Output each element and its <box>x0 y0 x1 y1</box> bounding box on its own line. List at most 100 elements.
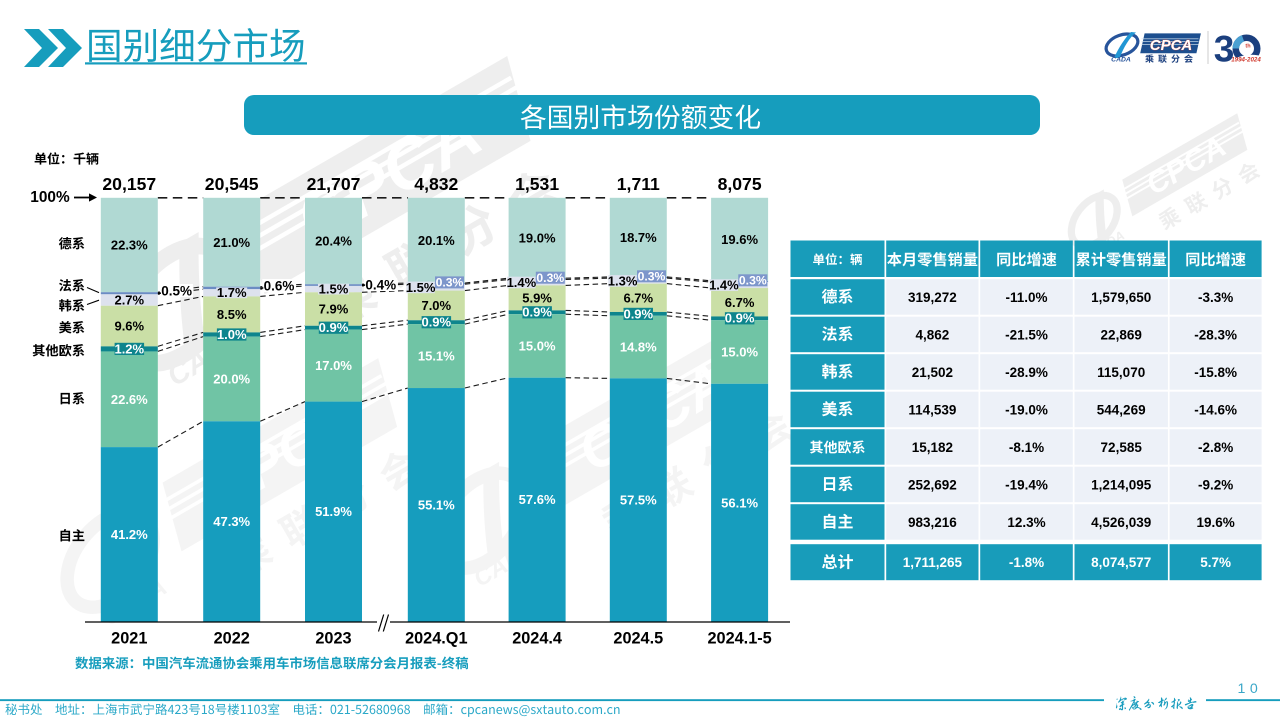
svg-text:18.7%: 18.7% <box>620 230 657 245</box>
svg-text:1,711,265: 1,711,265 <box>903 555 963 570</box>
svg-text:1,711: 1,711 <box>617 174 660 194</box>
svg-text:th: th <box>1245 44 1251 50</box>
svg-text:2023: 2023 <box>315 630 351 648</box>
svg-text:-14.6%: -14.6% <box>1194 402 1237 417</box>
svg-text:20.0%: 20.0% <box>213 372 250 387</box>
svg-text:55.1%: 55.1% <box>418 497 455 512</box>
svg-text:20.1%: 20.1% <box>418 233 455 248</box>
svg-text:6.7%: 6.7% <box>725 295 755 310</box>
svg-text:0.9%: 0.9% <box>421 315 451 330</box>
svg-text:17.0%: 17.0% <box>315 358 352 373</box>
svg-text:-28.3%: -28.3% <box>1194 327 1237 342</box>
svg-text:20,545: 20,545 <box>205 174 259 194</box>
svg-text:100%: 100% <box>30 189 70 206</box>
svg-text:57.5%: 57.5% <box>620 493 657 508</box>
svg-text:544,269: 544,269 <box>1097 402 1146 417</box>
svg-text:2024.1-5: 2024.1-5 <box>707 630 771 648</box>
svg-text:0.9%: 0.9% <box>522 305 552 320</box>
svg-text:56.1%: 56.1% <box>721 495 758 510</box>
svg-text:15.0%: 15.0% <box>519 339 556 354</box>
svg-text:20,157: 20,157 <box>102 174 156 194</box>
svg-text:22,869: 22,869 <box>1101 327 1142 342</box>
svg-text:1.5%: 1.5% <box>406 280 436 295</box>
svg-text:4,832: 4,832 <box>414 174 458 194</box>
svg-text:1,214,095: 1,214,095 <box>1091 477 1152 492</box>
svg-text:-2.8%: -2.8% <box>1198 440 1233 455</box>
svg-text:0.4%: 0.4% <box>365 277 396 292</box>
svg-text:0.5%: 0.5% <box>161 283 192 298</box>
svg-text:15.0%: 15.0% <box>721 345 758 360</box>
svg-text:-1.8%: -1.8% <box>1009 555 1044 570</box>
svg-text:3: 3 <box>1214 29 1235 70</box>
svg-text:72,585: 72,585 <box>1101 440 1143 455</box>
svg-text:22.3%: 22.3% <box>111 238 148 253</box>
svg-text:1.4%: 1.4% <box>709 278 739 293</box>
svg-text:19.6%: 19.6% <box>721 232 758 247</box>
svg-text:0.9%: 0.9% <box>623 306 653 321</box>
svg-text:57.6%: 57.6% <box>519 492 556 507</box>
svg-text:19.6%: 19.6% <box>1196 515 1234 530</box>
svg-text:1.2%: 1.2% <box>114 341 144 356</box>
svg-text:0.3%: 0.3% <box>739 274 767 288</box>
svg-text:4,526,039: 4,526,039 <box>1091 515 1151 530</box>
svg-text:5.9%: 5.9% <box>522 291 552 306</box>
svg-text:1.5%: 1.5% <box>319 282 349 297</box>
svg-text:8.5%: 8.5% <box>217 307 247 322</box>
svg-text:CADA: CADA <box>1111 57 1131 64</box>
svg-text:0.3%: 0.3% <box>536 271 564 285</box>
svg-text:21,707: 21,707 <box>307 174 361 194</box>
svg-text:1.3%: 1.3% <box>608 273 638 288</box>
svg-text:-21.5%: -21.5% <box>1005 327 1048 342</box>
svg-text:0.6%: 0.6% <box>264 278 295 293</box>
svg-text:0.3%: 0.3% <box>436 276 464 290</box>
svg-text:2.7%: 2.7% <box>114 292 144 307</box>
svg-text:0.9%: 0.9% <box>319 320 349 335</box>
svg-text:15.1%: 15.1% <box>418 349 455 364</box>
svg-text:2022: 2022 <box>214 630 250 648</box>
svg-text:0.9%: 0.9% <box>725 311 755 326</box>
svg-text:-11.0%: -11.0% <box>1005 290 1047 305</box>
svg-text:-19.4%: -19.4% <box>1005 477 1048 492</box>
svg-text:CPCA: CPCA <box>1150 37 1193 54</box>
svg-text:51.9%: 51.9% <box>315 504 352 519</box>
svg-text:12.3%: 12.3% <box>1007 515 1045 530</box>
svg-text:-15.8%: -15.8% <box>1194 365 1237 380</box>
svg-text:8,074,577: 8,074,577 <box>1091 555 1151 570</box>
svg-text:1,531: 1,531 <box>515 174 559 194</box>
svg-text:-9.2%: -9.2% <box>1198 477 1233 492</box>
svg-text:115,070: 115,070 <box>1097 365 1145 380</box>
svg-text:114,539: 114,539 <box>908 402 956 417</box>
svg-text:-3.3%: -3.3% <box>1198 290 1233 305</box>
svg-text:14.8%: 14.8% <box>620 340 657 355</box>
svg-text:-19.0%: -19.0% <box>1005 402 1048 417</box>
svg-text:-8.1%: -8.1% <box>1009 440 1044 455</box>
svg-text:7.9%: 7.9% <box>319 302 349 317</box>
svg-text:1994-2024: 1994-2024 <box>1231 57 1261 64</box>
svg-text:20.4%: 20.4% <box>315 234 352 249</box>
svg-text:2024.5: 2024.5 <box>613 630 663 648</box>
svg-text:2024.Q1: 2024.Q1 <box>405 630 467 648</box>
svg-text:7.0%: 7.0% <box>421 298 451 313</box>
svg-text:47.3%: 47.3% <box>213 514 250 529</box>
svg-text:6.7%: 6.7% <box>623 290 653 305</box>
svg-text:4,862: 4,862 <box>916 327 950 342</box>
svg-text:-28.9%: -28.9% <box>1005 365 1048 380</box>
svg-text:15,182: 15,182 <box>912 440 953 455</box>
svg-text:1.4%: 1.4% <box>507 275 537 290</box>
svg-text:21,502: 21,502 <box>912 365 953 380</box>
svg-text:2021: 2021 <box>111 630 147 648</box>
svg-text:5.7%: 5.7% <box>1200 555 1231 570</box>
svg-text:1.7%: 1.7% <box>217 285 247 300</box>
svg-text:0.3%: 0.3% <box>638 270 666 284</box>
svg-text:1,579,650: 1,579,650 <box>1091 290 1151 305</box>
svg-text:2024.4: 2024.4 <box>512 630 562 648</box>
svg-text:983,216: 983,216 <box>908 515 957 530</box>
svg-text:319,272: 319,272 <box>908 290 957 305</box>
svg-text:10: 10 <box>1238 681 1263 697</box>
svg-text:9.6%: 9.6% <box>114 319 144 334</box>
svg-text:22.6%: 22.6% <box>111 392 148 407</box>
svg-text:252,692: 252,692 <box>908 477 957 492</box>
svg-text:19.0%: 19.0% <box>519 231 556 246</box>
svg-text:1.0%: 1.0% <box>217 327 247 342</box>
svg-text:21.0%: 21.0% <box>213 235 250 250</box>
